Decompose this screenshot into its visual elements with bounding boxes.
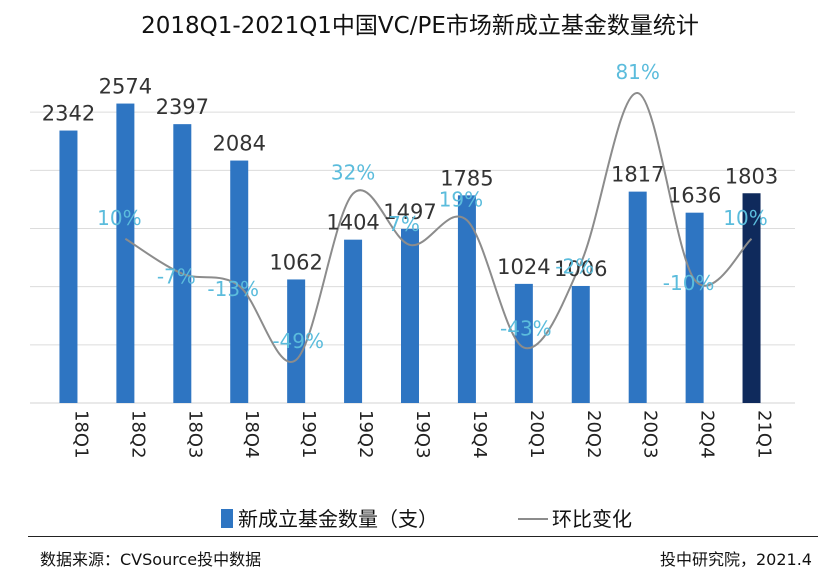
change-pct-label: 10% (97, 206, 141, 230)
change-pct-label: -2% (555, 254, 594, 278)
bar (685, 212, 704, 403)
footer-source: 数据来源：CVSource投中数据 (40, 550, 262, 569)
legend: 新成立基金数量（支） 环比变化 (221, 507, 632, 531)
change-pct-label: 7% (388, 212, 420, 236)
bar-value-label: 1497 (383, 200, 436, 224)
x-tick-label: 18Q1 (70, 410, 91, 459)
bar (571, 285, 590, 403)
bar-value-label: 2342 (42, 102, 95, 126)
bar (742, 193, 761, 403)
x-tick-label: 21Q1 (754, 410, 775, 459)
bar (457, 195, 476, 403)
bar-value-label: 1006 (554, 257, 607, 281)
bar (59, 130, 78, 403)
x-tick-label: 19Q1 (298, 410, 319, 459)
bar (230, 160, 249, 403)
bars (59, 103, 761, 404)
change-pct-label: 19% (439, 187, 483, 211)
bar (628, 191, 647, 403)
bar-value-label: 1024 (497, 255, 550, 279)
x-tick-label: 20Q2 (583, 410, 604, 459)
bar-value-label: 1785 (440, 166, 493, 190)
bar-value-label: 2397 (156, 95, 209, 119)
chart-title: 2018Q1-2021Q1中国VC/PE市场新成立基金数量统计 (141, 13, 699, 39)
change-pct-label: -10% (663, 271, 715, 295)
bar-value-label: 1803 (725, 164, 778, 188)
change-line-path (124, 92, 753, 363)
footer-divider (28, 536, 818, 537)
x-tick-label: 19Q4 (469, 410, 490, 459)
bar-value-label: 1636 (668, 184, 721, 208)
legend-bar-swatch (221, 509, 233, 528)
x-tick-label: 20Q3 (640, 410, 661, 459)
legend-line-label: 环比变化 (552, 507, 632, 531)
change-pct-label: -43% (500, 317, 552, 341)
change-pct-label: -13% (207, 277, 259, 301)
bar (514, 283, 533, 403)
change-pct-label: -7% (157, 265, 196, 289)
x-tick-label: 20Q1 (526, 410, 547, 459)
bar-value-label: 1062 (269, 250, 322, 274)
x-tick-labels: 18Q1 18Q2 18Q3 18Q4 19Q1 19Q2 19Q3 19Q4 20Q1 20Q2… (70, 410, 774, 459)
change-line (124, 92, 753, 363)
x-tick-label: 18Q4 (241, 410, 262, 459)
bar (287, 279, 306, 403)
x-tick-label: 19Q2 (355, 410, 376, 459)
legend-bar-label: 新成立基金数量（支） (238, 507, 438, 531)
x-tick-label: 18Q3 (184, 410, 205, 459)
bar-value-label: 2084 (213, 132, 266, 156)
bar (173, 124, 192, 404)
x-tick-label: 20Q4 (697, 410, 718, 459)
bar (116, 103, 135, 404)
change-pct-label: 10% (723, 206, 767, 230)
x-tick-label: 18Q2 (127, 410, 148, 459)
bar (401, 228, 419, 403)
footer-credit: 投中研究院，2021.4 (660, 550, 812, 569)
bar-value-label: 1404 (326, 211, 379, 235)
bar-value-label: 2574 (99, 75, 152, 99)
bar (344, 239, 363, 403)
change-pct-label: -49% (272, 329, 324, 353)
x-tick-label: 19Q3 (412, 410, 433, 459)
change-pct-label: 32% (331, 161, 375, 185)
bar-value-label: 1817 (611, 163, 664, 187)
change-pct-label: 81% (615, 60, 659, 84)
